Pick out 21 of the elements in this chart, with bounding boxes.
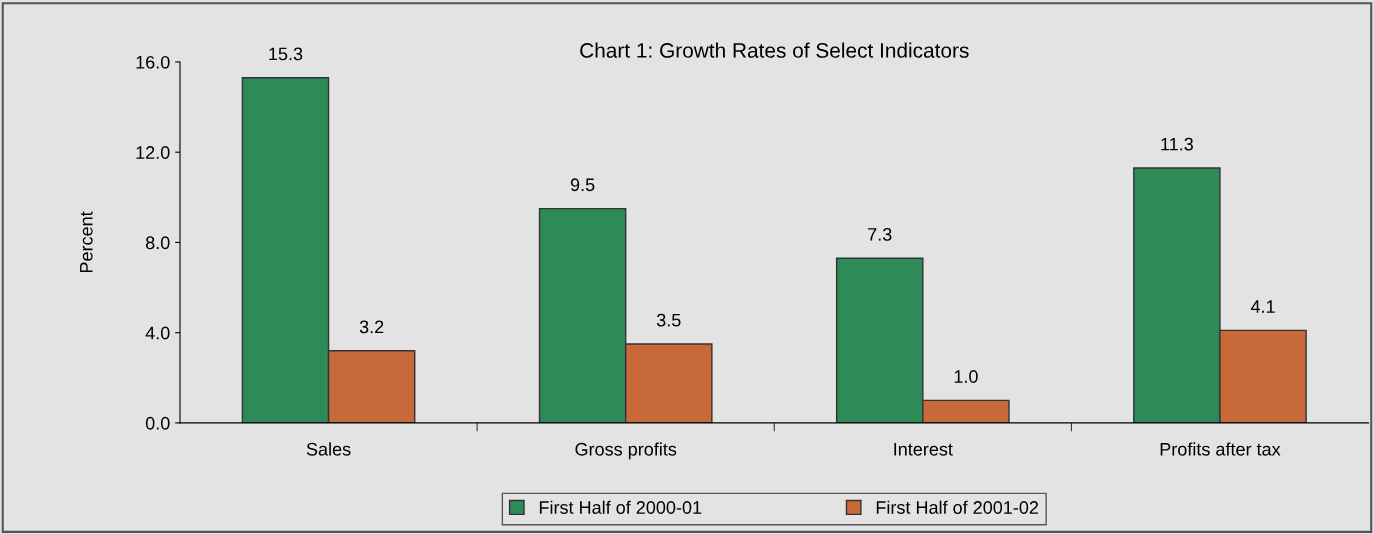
y-tick-label: 12.0 xyxy=(136,146,170,159)
y-tick-label: 16.0 xyxy=(136,55,170,69)
y-tick-label: 0.0 xyxy=(145,416,170,430)
data-label: 9.5 xyxy=(570,178,595,192)
x-tick-label: Sales xyxy=(306,442,351,456)
x-tick-label: Profits after tax xyxy=(1160,442,1281,456)
data-label: 11.3 xyxy=(1161,137,1193,151)
data-label: 4.1 xyxy=(1250,300,1275,313)
chart-title: Chart 1: Growth Rates of Select Indicators xyxy=(580,42,969,58)
legend-label: First Half of 2000-01 xyxy=(539,500,702,514)
data-label: 1.0 xyxy=(954,370,978,383)
y-axis-title: Percent xyxy=(80,211,93,273)
data-label: 15.3 xyxy=(269,47,303,61)
data-label: 7.3 xyxy=(868,227,892,241)
legend-label: First Half of 2001-02 xyxy=(876,500,1039,514)
x-tick-label: Gross profits xyxy=(575,442,677,460)
y-tick-label: 8.0 xyxy=(145,236,170,250)
x-tick-label: Interest xyxy=(894,443,953,456)
y-tick-label: 4.0 xyxy=(145,326,170,340)
data-label: 3.5 xyxy=(656,313,681,327)
data-label: 3.2 xyxy=(359,320,384,334)
